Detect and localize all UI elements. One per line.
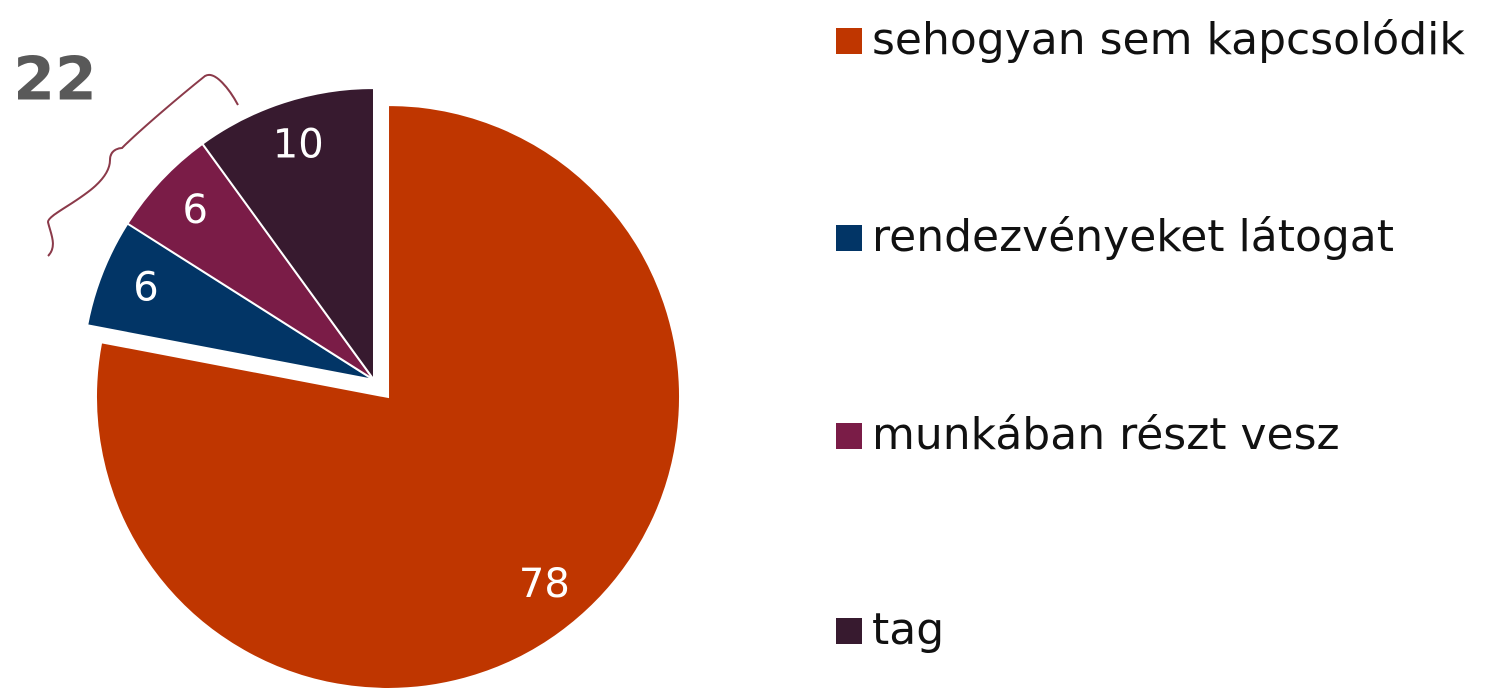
legend-label: rendezvényeket látogat [872,211,1394,262]
legend-label: tag [872,604,944,655]
brace [46,73,239,257]
data-label: 78 [519,561,570,607]
data-label: 10 [273,122,324,168]
legend-marker [836,28,862,54]
legend-label: munkában részt vesz [872,409,1340,460]
legend-marker [836,423,862,449]
legend-marker [836,225,862,251]
legend-marker [836,618,862,644]
pie-slice [95,103,681,689]
data-label: 6 [133,265,158,311]
legend-label: sehogyan sem kapcsolódik [872,14,1465,65]
annotation: 22 [13,45,97,115]
pie-slice [200,86,375,384]
data-label: 6 [182,187,207,233]
